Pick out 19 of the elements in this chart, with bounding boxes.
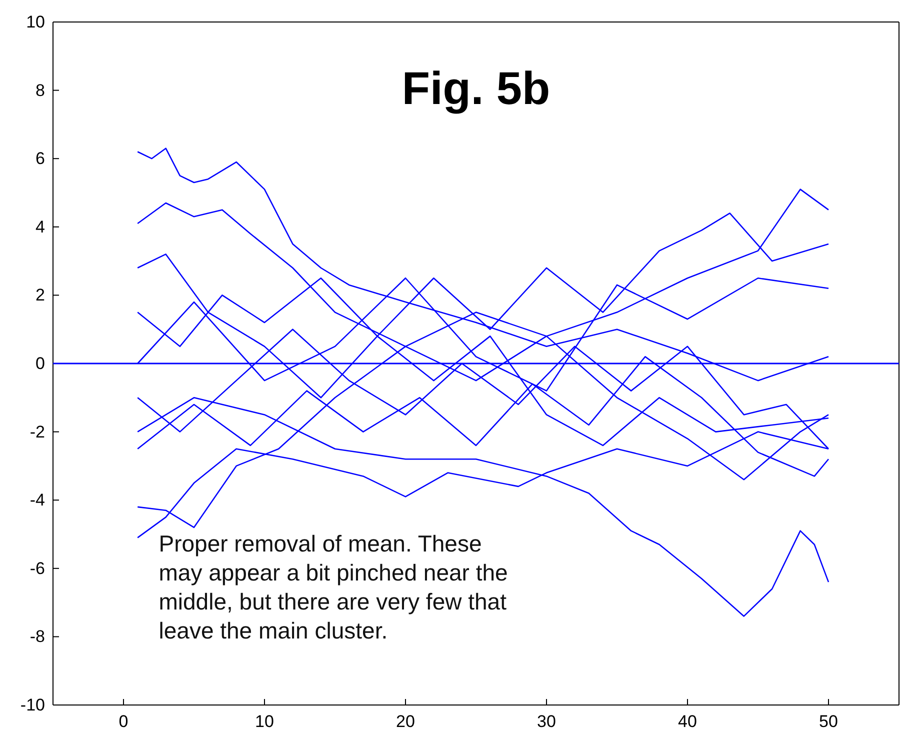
x-tick-label: 30: [537, 712, 556, 732]
x-tick-label: 40: [678, 712, 697, 732]
y-tick-label: 0: [36, 354, 45, 373]
x-tick-label: 50: [819, 712, 838, 732]
y-tick-label: -2: [30, 422, 45, 442]
y-tick-label: -10: [20, 695, 45, 714]
text: Fig. 5b: [402, 62, 550, 114]
annotation: Proper removal of mean. These may appear a bit pinched near the middle, but there are very few that leave the main cluster.: [158, 530, 508, 644]
x-tick-label: 20: [396, 712, 415, 732]
y-tick-label: 8: [36, 80, 45, 100]
y-tick-label: 2: [36, 286, 45, 305]
x-tick-label: 10: [255, 712, 274, 732]
y-tick-label: -8: [30, 627, 45, 646]
y-tick-label: 10: [26, 12, 45, 32]
y-tick-label: -4: [30, 490, 45, 510]
x-tick-label: 0: [118, 712, 128, 732]
y-tick-label: 4: [36, 217, 45, 236]
y-tick-label: -6: [30, 558, 45, 578]
y-tick-label: 6: [36, 149, 45, 168]
